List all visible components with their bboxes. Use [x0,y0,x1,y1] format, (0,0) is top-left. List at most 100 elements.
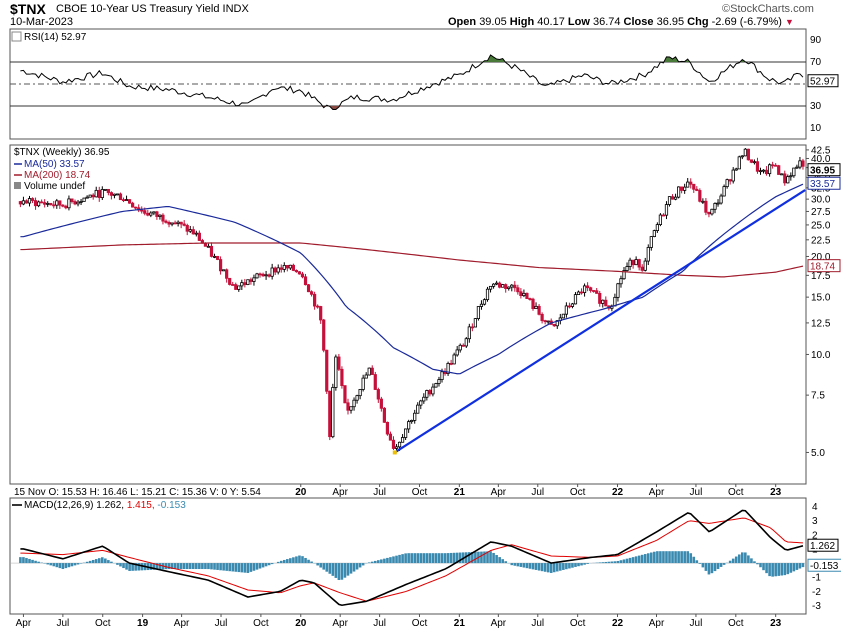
macd-histogram-bar [777,563,781,576]
macd-histogram-bar [282,559,286,564]
price-candle-body [294,270,299,273]
price-candle-body [297,271,302,275]
price-candle-body [188,229,192,232]
macd-histogram-bar [701,563,705,568]
price-tick-label: 30.0 [811,195,831,206]
price-candle-body [734,168,738,171]
macd-histogram-bar [562,563,565,570]
rsi-legend-icon [11,31,22,42]
macd-histogram-bar [719,563,723,567]
macd-histogram-bar [680,551,683,564]
price-candle-body [470,326,474,329]
security-name: CBOE 10-Year US Treasury Yield INDX [56,3,249,15]
price-candle-body [388,433,393,441]
macd-histogram-bar [471,552,474,564]
macd-histogram-bar [292,557,295,564]
price-candle-body [795,166,799,169]
macd-histogram-bar [480,551,483,564]
macd-histogram-bar [419,553,423,564]
price-candle-body [346,402,350,411]
macd-histogram-bar [28,558,31,564]
price-candle-body [722,186,726,197]
price-candle-body [140,209,144,212]
macd-histogram-bar [301,556,304,564]
price-candle-body [376,389,380,400]
price-candle-body [291,264,295,271]
macd-histogram-bar [780,563,784,576]
bottom-x-label: Jul [690,618,703,629]
price-candle-body [18,201,22,205]
macd-histogram-bar [622,559,626,564]
macd-histogram-bar [343,563,347,578]
price-candle-body [664,204,669,216]
price-legend-title: $TNX (Weekly) 36.95 [14,147,110,158]
macd-histogram-bar [58,563,62,569]
macd-histogram-bar [555,563,559,572]
price-candle-body [361,377,365,390]
macd-histogram-bar [759,563,762,568]
macd-histogram-bar [422,553,426,564]
macd-histogram-bar [249,563,253,572]
price-candle-body [170,222,174,225]
price-candle-body [309,291,314,295]
price-candle-body [792,167,796,177]
price-candle-body [686,181,690,188]
macd-histogram-bar [258,563,262,569]
price-candle-body [625,266,629,271]
macd-histogram-bar [528,563,532,569]
price-x-label: 21 [454,487,466,498]
price-candle-body [416,404,420,414]
price-candle-body [582,285,587,293]
macd-histogram-bar [76,563,80,565]
macd-histogram-bar [176,563,180,570]
macd-tick-label: -1 [812,573,821,584]
macd-histogram-bar [85,561,89,564]
rsi-value-badge-text: 52.97 [810,77,835,88]
macd-histogram-bar [404,553,407,564]
macd-histogram-bar [522,563,526,568]
price-candle-body [510,284,514,288]
price-candle-body [731,169,735,182]
price-candle-body [43,202,47,205]
macd-histogram-bar [692,556,696,564]
macd-histogram-bar [310,561,313,564]
price-candle-body [783,173,787,184]
price-candle-body [777,165,781,175]
price-candle-body [473,318,477,328]
price-candle-body [88,194,92,198]
price-candle-body [573,294,578,305]
price-candle-body [746,148,750,161]
macd-histogram-bar [110,561,113,564]
price-candle-body [161,214,165,222]
macd-histogram-bar [231,563,235,572]
macd-histogram-bar [219,563,222,571]
price-candle-body [82,197,86,202]
price-candle-body [749,159,754,163]
price-candle-body [367,367,371,376]
macd-histogram-bar [646,553,650,564]
macd-histogram-bar [795,563,799,570]
price-candle-body [476,306,481,319]
macd-histogram-bar [668,551,671,564]
macd-histogram-bar [619,560,623,564]
price-tick-label: 15.0 [811,293,831,304]
macd-histogram-bar [131,563,134,571]
price-candle-body [167,222,171,225]
macd-histogram-bar [34,560,37,564]
price-candle-body [404,428,408,438]
price-candle-body [768,164,772,175]
price-candle-body [646,247,650,262]
macd-histogram-bar [316,563,319,566]
macd-histogram-bar [331,563,335,576]
price-candle-body [182,223,186,226]
macd-tick-label: 3 [812,516,818,527]
macd-histogram-bar [179,563,183,570]
macd-histogram-bar [234,563,238,572]
rsi-tick-label: 10 [810,123,822,134]
price-x-label: Jul [531,487,544,498]
price-candle-body [394,446,399,449]
macd-histogram-bar [188,563,192,570]
price-tick-label: 42.5 [811,145,831,156]
price-candle-body [273,267,277,273]
bottom-x-label: Jul [56,618,69,629]
